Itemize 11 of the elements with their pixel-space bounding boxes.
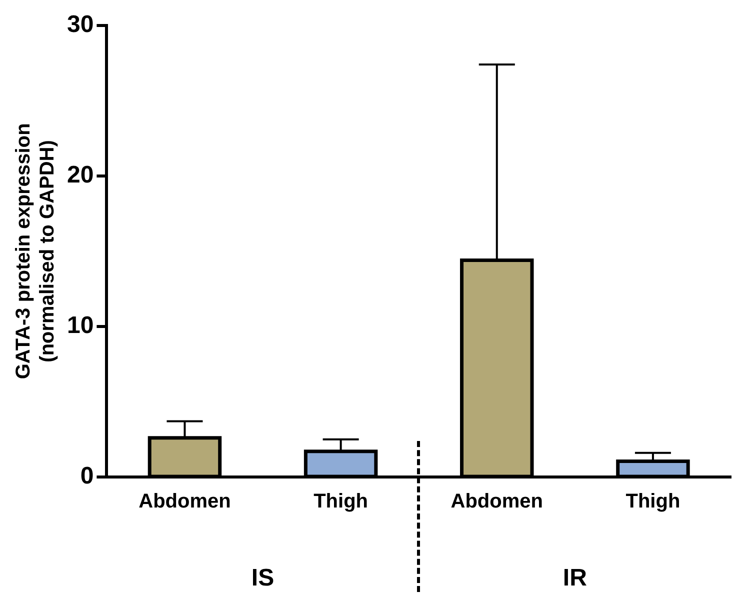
x-tick-label: Abdomen [450, 490, 543, 513]
text: IR [562, 564, 587, 592]
y-tick-label: 20 [66, 162, 94, 189]
x-tick-label: Abdomen [138, 490, 231, 513]
y-tick-label: 10 [66, 312, 94, 340]
text: IS [251, 564, 274, 592]
x-tick-label: Thigh [626, 490, 680, 513]
y-tick-label: 0 [80, 462, 94, 490]
x-tick-label: Thigh [314, 490, 368, 513]
y-axis-title: GATA-3 protein expression (normalised to GAPDH) [12, 123, 59, 380]
y-tick-label: 30 [66, 11, 94, 38]
